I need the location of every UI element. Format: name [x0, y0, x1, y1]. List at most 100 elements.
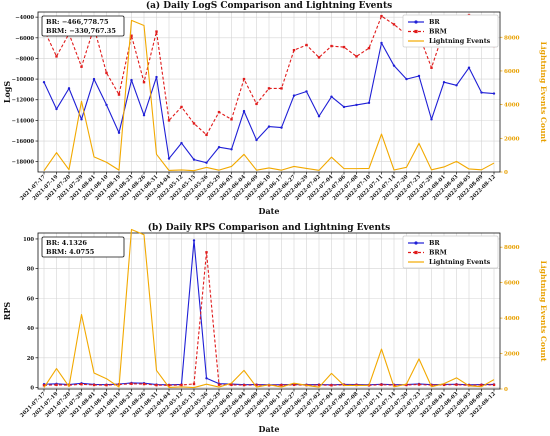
- point-brm: [217, 110, 221, 114]
- point-brm: [380, 14, 383, 18]
- series-line-lightning-events: [43, 19, 495, 172]
- point-brm: [142, 80, 146, 84]
- y-tick-label: 100: [23, 237, 34, 243]
- point-br: [255, 138, 258, 142]
- plot-frame: [37, 11, 501, 173]
- legend-label: BRM: [429, 249, 447, 257]
- point-br: [417, 74, 421, 78]
- legend-marker-brm: [414, 29, 418, 34]
- point-br: [330, 95, 333, 98]
- y-tick-label: −6000: [15, 36, 34, 42]
- point-br: [105, 103, 108, 107]
- point-br: [142, 114, 146, 117]
- point-brm: [217, 383, 221, 386]
- point-brm: [205, 251, 208, 254]
- point-brm: [55, 55, 58, 58]
- point-brm: [292, 48, 296, 52]
- y-tick-label: 20: [27, 356, 35, 362]
- legend-marker-br: [414, 241, 418, 245]
- y-right-axis-label: Lightning Events Count: [539, 41, 548, 143]
- legend-label: BR: [429, 18, 440, 26]
- y-tick-label: 40: [27, 326, 35, 332]
- y-tick-label: −12000: [12, 98, 35, 104]
- stat-brm: BRM: 4.0755: [46, 248, 95, 256]
- point-br: [467, 66, 471, 69]
- point-brm: [280, 87, 283, 90]
- point-brm: [42, 384, 46, 387]
- point-br: [355, 103, 358, 107]
- point-br: [342, 105, 346, 109]
- point-brm: [105, 383, 108, 387]
- point-brm: [417, 383, 421, 386]
- point-br: [130, 78, 133, 82]
- point-brm: [80, 65, 83, 68]
- point-brm: [180, 105, 183, 109]
- point-brm: [367, 46, 371, 50]
- point-brm: [317, 383, 321, 387]
- point-brm: [192, 382, 196, 386]
- point-br: [205, 161, 208, 164]
- y-right-tick-label: 4000: [504, 316, 520, 322]
- point-br: [280, 126, 283, 129]
- point-brm: [355, 55, 358, 58]
- point-brm: [330, 44, 333, 48]
- point-brm: [430, 66, 433, 69]
- point-br: [367, 101, 371, 105]
- point-brm: [292, 383, 296, 387]
- legend-label: BRM: [429, 28, 447, 36]
- point-br: [42, 80, 46, 84]
- point-brm: [492, 383, 496, 387]
- point-br: [442, 80, 446, 84]
- x-axis-label: Date: [259, 424, 280, 434]
- point-br: [392, 64, 396, 67]
- y-tick-label: −16000: [12, 139, 35, 145]
- y-tick-label: −4000: [15, 15, 34, 21]
- legend-frame: [402, 14, 499, 48]
- point-br: [305, 90, 308, 93]
- point-br: [192, 239, 196, 242]
- legend-label: Lightning Events: [429, 37, 491, 45]
- y-right-tick-label: 0: [504, 387, 508, 393]
- x-axis-label: Date: [259, 206, 280, 216]
- point-brm: [430, 383, 433, 387]
- point-br: [67, 87, 71, 90]
- point-brm: [130, 382, 133, 385]
- point-br: [205, 377, 208, 380]
- stat-br: BR: −466,778.75: [46, 18, 109, 26]
- legend-label: Lightning Events: [429, 258, 491, 266]
- point-brm: [380, 383, 383, 386]
- stat-br: BR: 4.1326: [46, 239, 87, 247]
- point-brm: [455, 383, 458, 386]
- point-brm: [130, 34, 133, 37]
- legend-marker-br: [414, 20, 418, 24]
- point-brm: [167, 119, 171, 122]
- point-br: [480, 91, 483, 94]
- y-right-tick-label: 6000: [504, 69, 520, 75]
- y-tick-label: −10000: [12, 77, 35, 83]
- legend-label: BR: [429, 239, 440, 247]
- stat-brm: BRM: −330,767.35: [46, 27, 116, 35]
- legend-marker-brm: [414, 250, 418, 255]
- point-br: [217, 146, 221, 149]
- point-brm: [167, 384, 171, 387]
- point-br: [55, 107, 58, 111]
- chart-panel-a: (a) Daily LogS Comparison and Lightning …: [2, 0, 548, 216]
- point-brm: [405, 383, 408, 387]
- y-axis-label: RPS: [2, 302, 12, 321]
- point-br: [405, 77, 408, 81]
- point-br: [155, 75, 158, 79]
- point-brm: [255, 383, 258, 387]
- y-axis-label: LogS: [2, 81, 12, 104]
- point-br: [242, 109, 246, 113]
- y-tick-label: −8000: [15, 56, 34, 62]
- point-br: [455, 84, 458, 87]
- y-right-tick-label: 4000: [504, 103, 520, 109]
- y-right-tick-label: 2000: [504, 352, 520, 358]
- point-brm: [155, 383, 158, 387]
- legend-frame: [402, 235, 499, 269]
- point-brm: [117, 93, 121, 96]
